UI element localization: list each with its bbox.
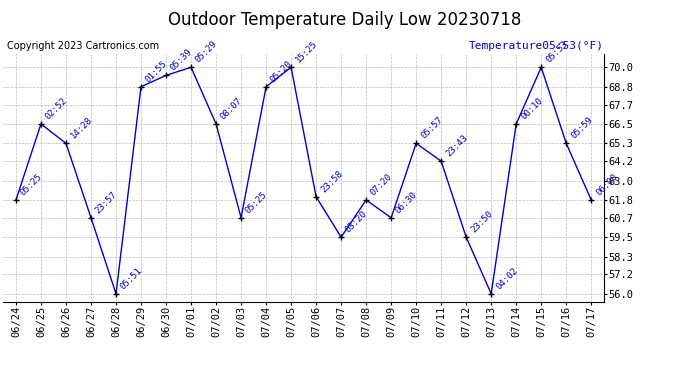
Text: 04:02: 04:02 xyxy=(494,266,520,291)
Text: 05:20: 05:20 xyxy=(269,58,294,84)
Text: 05:39: 05:39 xyxy=(169,47,194,73)
Text: 23:50: 23:50 xyxy=(469,209,494,234)
Text: 05:57: 05:57 xyxy=(419,115,444,141)
Text: 15:25: 15:25 xyxy=(294,39,319,64)
Text: Outdoor Temperature Daily Low 20230718: Outdoor Temperature Daily Low 20230718 xyxy=(168,11,522,29)
Text: 06:00: 06:00 xyxy=(594,172,620,197)
Text: 02:52: 02:52 xyxy=(43,96,69,121)
Text: 08:07: 08:07 xyxy=(219,96,244,121)
Text: 14:28: 14:28 xyxy=(69,115,94,141)
Text: Copyright 2023 Cartronics.com: Copyright 2023 Cartronics.com xyxy=(7,41,159,51)
Text: 01:55: 01:55 xyxy=(144,58,169,84)
Text: 05:59: 05:59 xyxy=(569,115,594,141)
Text: 00:10: 00:10 xyxy=(519,96,544,121)
Text: 05:25: 05:25 xyxy=(244,190,269,215)
Text: 03:20: 03:20 xyxy=(344,209,369,234)
Text: 23:57: 23:57 xyxy=(94,190,119,215)
Text: 05:29: 05:29 xyxy=(194,39,219,64)
Text: Temperature05:53(°F): Temperature05:53(°F) xyxy=(469,41,604,51)
Text: 07:20: 07:20 xyxy=(369,172,394,197)
Text: 23:43: 23:43 xyxy=(444,133,469,158)
Text: 05:25: 05:25 xyxy=(19,172,44,197)
Text: 23:58: 23:58 xyxy=(319,169,344,194)
Text: 06:30: 06:30 xyxy=(394,190,420,215)
Text: 05:53: 05:53 xyxy=(544,39,569,64)
Text: 05:51: 05:51 xyxy=(119,266,144,291)
